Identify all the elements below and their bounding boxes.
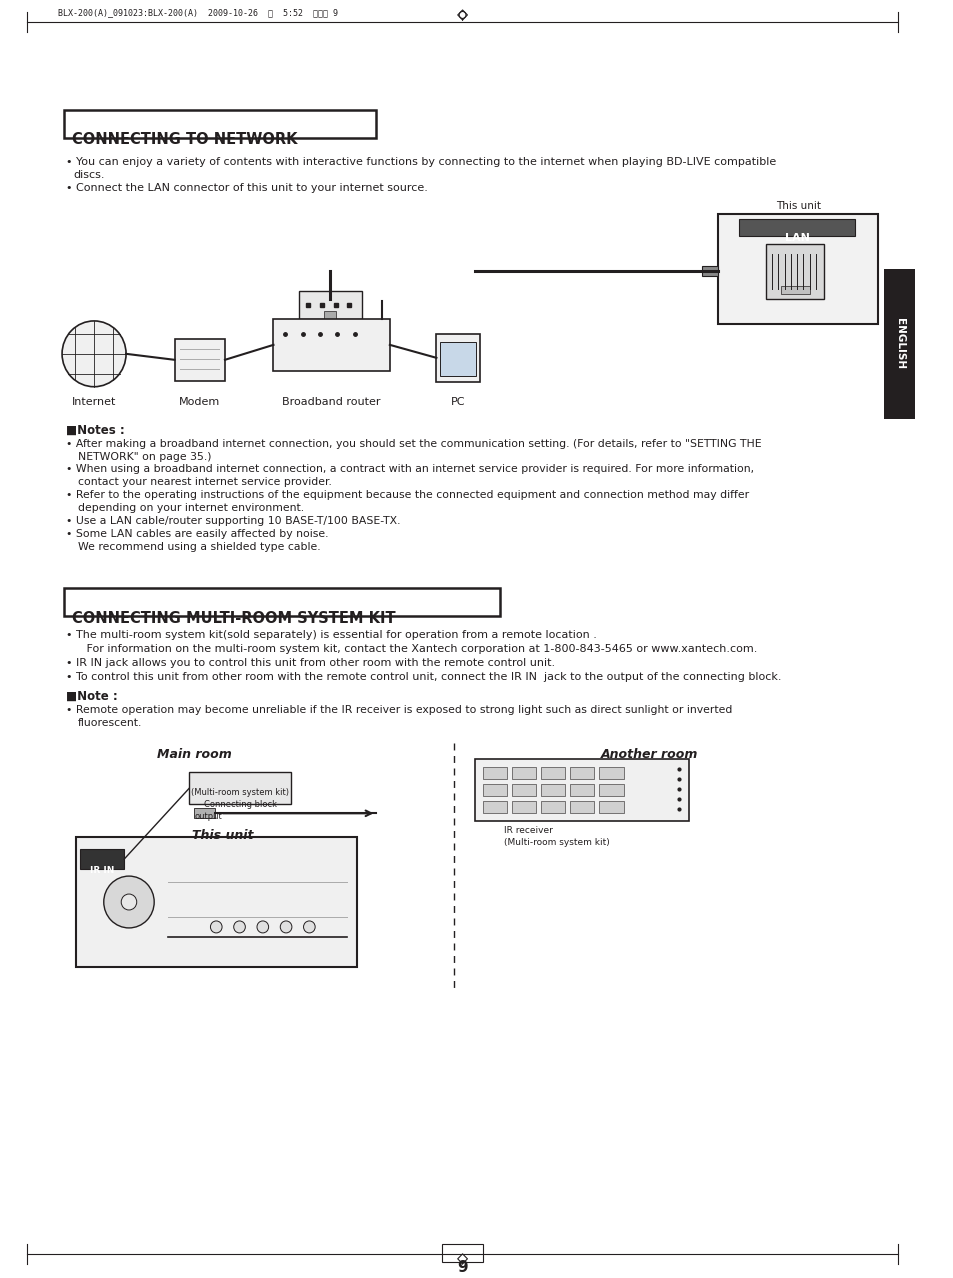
Bar (193, 808, 215, 818)
Bar (79, 849, 124, 869)
Text: fluorescent.: fluorescent. (77, 718, 142, 727)
Text: • Use a LAN cable/router supporting 10 BASE-T/100 BASE-TX.: • Use a LAN cable/router supporting 10 B… (66, 516, 400, 527)
Text: PC: PC (451, 396, 465, 406)
Bar (570, 801, 594, 813)
Circle shape (256, 921, 269, 933)
Bar (570, 785, 594, 796)
Text: (Multi-room system kit): (Multi-room system kit) (191, 789, 289, 797)
Text: CONNECTING TO NETWORK: CONNECTING TO NETWORK (71, 132, 297, 147)
Text: output: output (194, 813, 222, 822)
Bar (570, 768, 594, 780)
Text: Modem: Modem (179, 396, 220, 406)
Text: For information on the multi-room system kit, contact the Xantech corporation at: For information on the multi-room system… (75, 644, 757, 654)
Text: We recommend using a shielded type cable.: We recommend using a shielded type cable… (77, 542, 320, 552)
Text: IR IN: IR IN (90, 866, 114, 875)
Text: Broadband router: Broadband router (282, 396, 380, 406)
Bar (482, 785, 507, 796)
Text: • IR IN jack allows you to control this unit from other room with the remote con: • IR IN jack allows you to control this … (66, 658, 555, 668)
Circle shape (233, 921, 245, 933)
Circle shape (104, 877, 154, 928)
Text: discs.: discs. (73, 170, 105, 180)
Bar (598, 768, 623, 780)
Text: LAN: LAN (784, 233, 809, 243)
Text: Internet: Internet (71, 396, 116, 406)
Text: IR receiver: IR receiver (504, 827, 553, 836)
Bar (883, 270, 915, 419)
Bar (540, 768, 565, 780)
Text: • Remote operation may become unreliable if the IR receiver is exposed to strong: • Remote operation may become unreliable… (66, 704, 732, 714)
Circle shape (62, 321, 126, 387)
Text: NETWORK" on page 35.): NETWORK" on page 35.) (77, 451, 211, 461)
Text: CONNECTING MULTI-ROOM SYSTEM KIT: CONNECTING MULTI-ROOM SYSTEM KIT (71, 611, 395, 626)
Text: ■Notes :: ■Notes : (66, 423, 125, 437)
Bar (482, 768, 507, 780)
Circle shape (303, 921, 314, 933)
Circle shape (280, 921, 292, 933)
Circle shape (211, 921, 222, 933)
Text: 9: 9 (456, 1260, 467, 1275)
Bar (512, 785, 536, 796)
Text: BLX-200(A)_091023:BLX-200(A)  2009-10-26  오  5:52  페이직 9: BLX-200(A)_091023:BLX-200(A) 2009-10-26 … (58, 8, 337, 17)
Bar (482, 801, 507, 813)
Bar (739, 220, 855, 236)
Text: • The multi-room system kit(sold separately) is essential for operation from a r: • The multi-room system kit(sold separat… (66, 630, 597, 640)
Text: • To control this unit from other room with the remote control unit, connect the: • To control this unit from other room w… (66, 672, 781, 681)
Bar (436, 334, 479, 382)
Bar (64, 588, 500, 616)
Bar (324, 311, 335, 320)
Text: Connecting block: Connecting block (203, 800, 276, 809)
Text: ENGLISH: ENGLISH (894, 318, 904, 369)
Bar (780, 286, 809, 294)
Text: • When using a broadband internet connection, a contract with an internet servic: • When using a broadband internet connec… (66, 464, 753, 474)
Bar (598, 785, 623, 796)
Bar (512, 768, 536, 780)
Bar (540, 785, 565, 796)
Bar (540, 801, 565, 813)
Text: • Refer to the operating instructions of the equipment because the connected equ: • Refer to the operating instructions of… (66, 491, 748, 501)
Text: depending on your internet environment.: depending on your internet environment. (77, 504, 303, 514)
Bar (717, 215, 877, 323)
Bar (598, 801, 623, 813)
Text: Another room: Another room (600, 748, 698, 760)
Bar (64, 110, 375, 138)
Bar (475, 759, 688, 822)
Bar (189, 772, 291, 804)
Bar (439, 343, 476, 376)
Text: ■Note :: ■Note : (66, 690, 117, 703)
Bar (512, 801, 536, 813)
Circle shape (121, 895, 136, 910)
Bar (765, 244, 823, 299)
Bar (701, 266, 717, 276)
Bar (442, 1243, 482, 1261)
Text: • Connect the LAN connector of this unit to your internet source.: • Connect the LAN connector of this unit… (66, 183, 427, 193)
Bar (298, 291, 361, 320)
Bar (174, 339, 225, 381)
Bar (274, 320, 390, 371)
Text: • You can enjoy a variety of contents with interactive functions by connecting t: • You can enjoy a variety of contents wi… (66, 157, 776, 167)
Text: contact your nearest internet service provider.: contact your nearest internet service pr… (77, 478, 331, 487)
Text: Main room: Main room (156, 748, 231, 760)
Bar (75, 837, 356, 966)
Text: • After making a broadband internet connection, you should set the communication: • After making a broadband internet conn… (66, 438, 760, 449)
Text: This unit: This unit (193, 829, 253, 842)
Text: • Some LAN cables are easily affected by noise.: • Some LAN cables are easily affected by… (66, 529, 328, 539)
Text: (Multi-room system kit): (Multi-room system kit) (504, 838, 609, 847)
Text: This unit: This unit (775, 202, 820, 211)
